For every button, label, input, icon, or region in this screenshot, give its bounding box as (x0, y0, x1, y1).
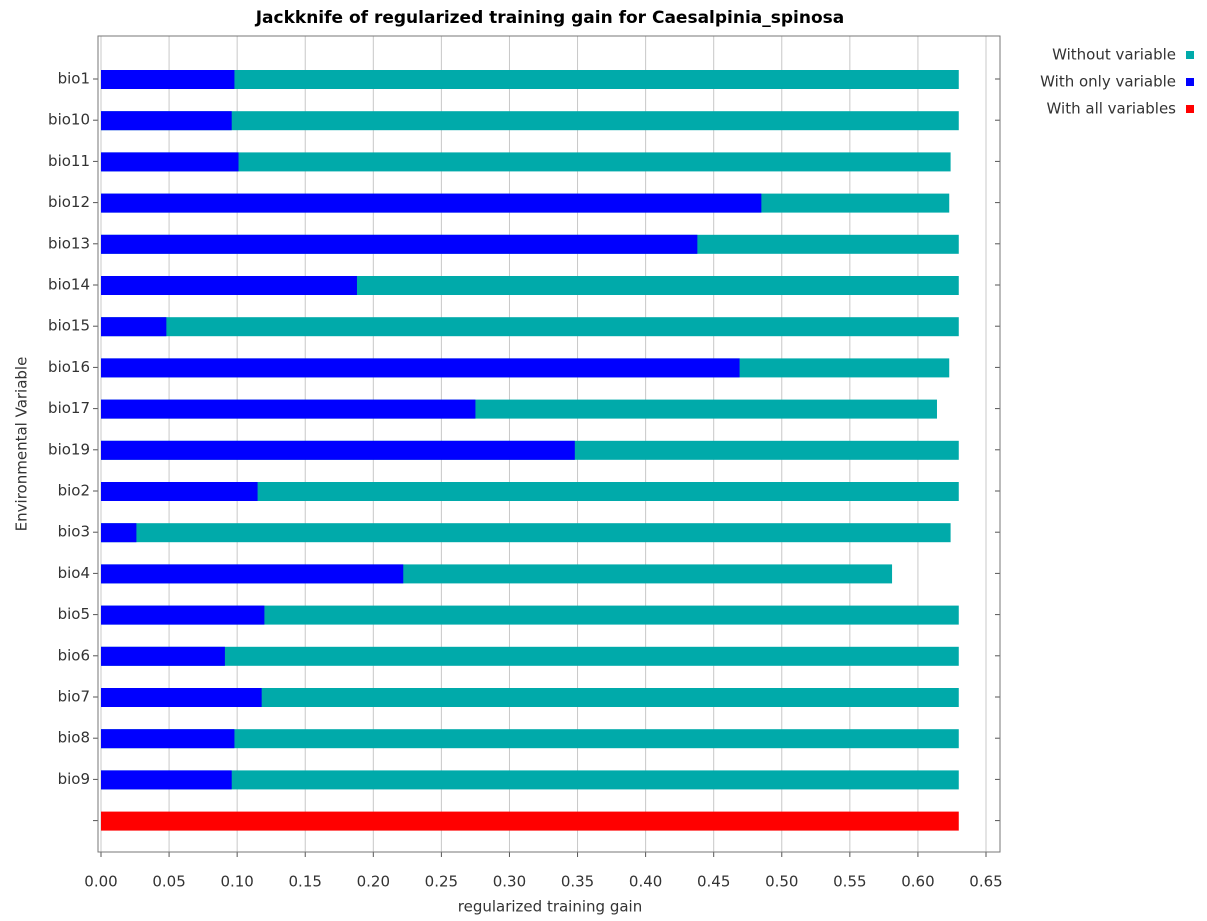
bar (101, 358, 740, 378)
y-tick-label: bio6 (58, 646, 90, 664)
y-tick-label: bio4 (58, 564, 90, 582)
bar (101, 440, 575, 460)
bar (101, 523, 137, 543)
bar (101, 317, 959, 337)
legend-swatch (1186, 51, 1194, 59)
y-tick-label: bio11 (48, 152, 90, 170)
bar (101, 70, 959, 89)
bar (101, 152, 951, 172)
legend-label: With all variables (1047, 100, 1177, 118)
bar (101, 111, 959, 131)
x-tick-label: 0.30 (493, 873, 526, 891)
bar (101, 688, 959, 707)
x-tick-label: 0.35 (561, 873, 594, 891)
y-tick-label: bio19 (48, 440, 90, 458)
x-tick-label: 0.60 (901, 873, 934, 891)
bar (101, 729, 959, 749)
legend-swatch (1186, 78, 1194, 86)
bar (101, 399, 476, 419)
legend-swatch (1186, 105, 1194, 113)
y-tick-label: bio10 (48, 111, 90, 129)
bar (101, 70, 235, 89)
y-tick-label: bio9 (58, 770, 90, 788)
bar (101, 646, 225, 666)
bar (101, 193, 762, 213)
y-axis-label: Environmental Variable (13, 357, 31, 532)
y-tick-label: bio17 (48, 399, 90, 417)
bar (101, 564, 404, 584)
bar (101, 770, 959, 790)
y-tick-label: bio14 (48, 276, 90, 294)
bar (101, 276, 357, 295)
x-tick-label: 0.10 (220, 873, 253, 891)
x-tick-label: 0.00 (84, 873, 117, 891)
bar (101, 605, 959, 625)
legend-label: Without variable (1052, 46, 1176, 64)
x-tick-label: 0.05 (152, 873, 185, 891)
y-tick-label: bio7 (58, 688, 90, 706)
bar (101, 729, 235, 749)
x-tick-label: 0.50 (765, 873, 798, 891)
bar (101, 605, 265, 625)
bar (101, 482, 258, 501)
x-tick-label: 0.25 (425, 873, 458, 891)
x-tick-label: 0.65 (969, 873, 1002, 891)
bar (101, 523, 951, 543)
y-tick-label: bio15 (48, 317, 90, 335)
chart-title: Jackknife of regularized training gain f… (255, 8, 845, 28)
legend-label: With only variable (1040, 73, 1176, 91)
x-tick-label: 0.40 (629, 873, 662, 891)
bar (101, 317, 167, 337)
bar (101, 234, 698, 254)
y-tick-label: bio5 (58, 605, 90, 623)
bar (101, 111, 232, 131)
y-tick-label: bio1 (58, 70, 90, 88)
x-axis-label: regularized training gain (458, 898, 642, 916)
bar (101, 688, 262, 707)
y-tick-label: bio12 (48, 193, 90, 211)
plot-frame (97, 35, 1001, 853)
y-tick-label: bio3 (58, 523, 90, 541)
y-tick-label: bio2 (58, 482, 90, 500)
x-tick-label: 0.45 (697, 873, 730, 891)
x-tick-label: 0.20 (357, 873, 390, 891)
bar (101, 770, 232, 790)
y-tick-label: bio16 (48, 358, 90, 376)
bar (101, 646, 959, 666)
x-tick-label: 0.15 (289, 873, 322, 891)
bar (101, 152, 239, 172)
y-tick-label: bio13 (48, 234, 90, 252)
y-tick-label: bio8 (58, 729, 90, 747)
x-tick-label: 0.55 (833, 873, 866, 891)
bar (101, 811, 959, 831)
bar (101, 482, 959, 501)
